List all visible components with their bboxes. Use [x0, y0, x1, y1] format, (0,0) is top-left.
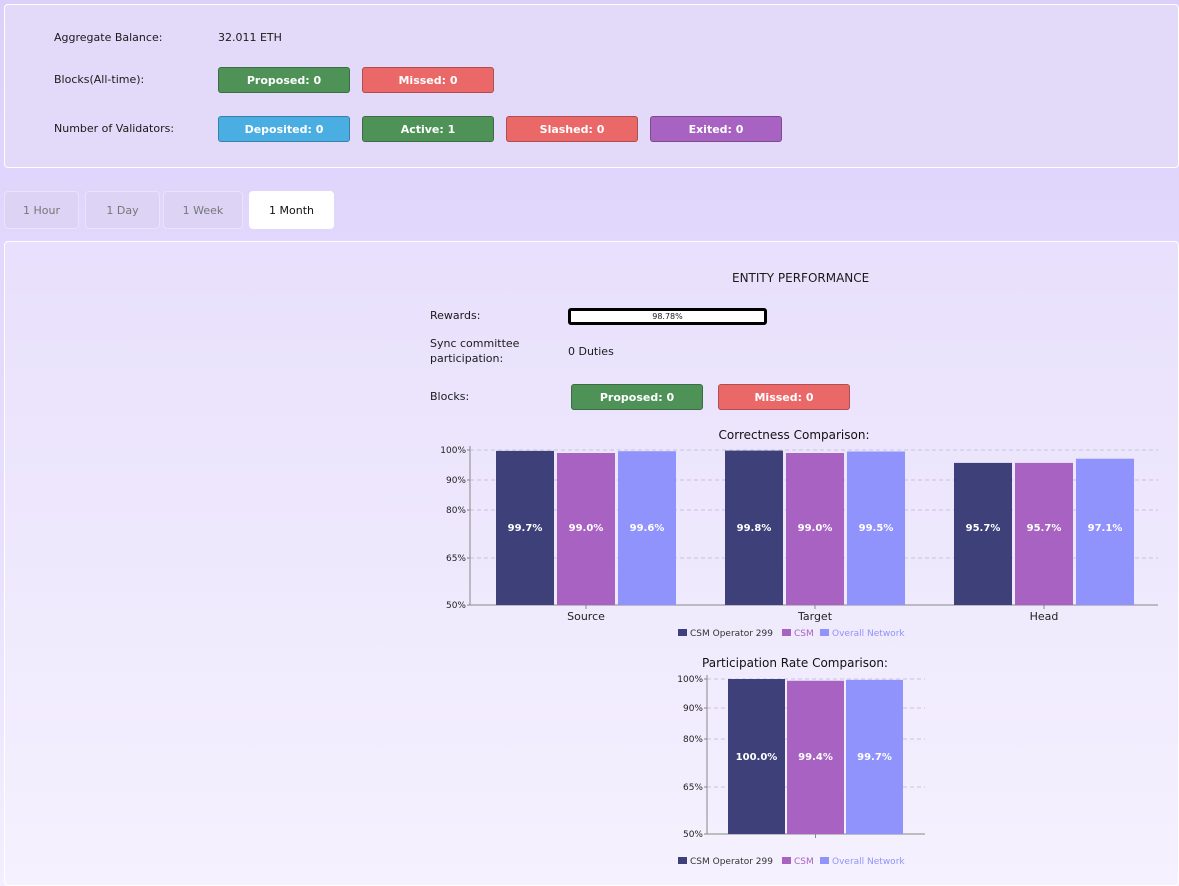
y-tick-label: 50% [683, 830, 703, 840]
performance-proposed-badge[interactable]: Proposed: 0 [571, 384, 703, 410]
bar-data-label: 100.0% [736, 752, 778, 763]
exited-badge[interactable]: Exited: 0 [650, 116, 782, 142]
bar [496, 450, 554, 605]
blocks-label: Blocks: [430, 390, 470, 403]
bar-data-label: 95.7% [1027, 523, 1062, 534]
chart-title: Participation Rate Comparison: [702, 656, 888, 670]
legend-entry: CSM Operator 299 [690, 857, 773, 867]
y-tick-label: 90% [683, 704, 703, 714]
chart-title: Correctness Comparison: [719, 428, 870, 442]
bar [847, 451, 905, 605]
tab-1-day[interactable]: 1 Day [85, 191, 160, 229]
rewards-label: Rewards: [430, 309, 481, 322]
bar-data-label: 99.0% [569, 523, 604, 534]
y-tick-label: 50% [446, 601, 466, 611]
entity-performance-title: ENTITY PERFORMANCE [732, 271, 870, 285]
legend-entry: CSM [794, 629, 814, 639]
y-tick-label: 65% [683, 783, 703, 793]
slashed-badge[interactable]: Slashed: 0 [506, 116, 638, 142]
legend-swatch [820, 629, 829, 636]
tab-1-hour[interactable]: 1 Hour [4, 191, 79, 229]
bar [725, 450, 783, 605]
rewards-progress-fill [571, 311, 762, 322]
y-tick-label: 90% [446, 476, 466, 486]
aggregate-balance-label: Aggregate Balance: [54, 31, 163, 44]
y-tick-label: 100% [677, 675, 703, 685]
bar-data-label: 97.1% [1088, 523, 1123, 534]
legend-entry: Overall Network [832, 629, 905, 639]
bar-data-label: 99.6% [630, 523, 665, 534]
bar [557, 453, 615, 605]
legend-entry: CSM Operator 299 [690, 629, 773, 639]
bar [954, 462, 1012, 605]
performance-missed-badge[interactable]: Missed: 0 [718, 384, 850, 410]
bar [787, 680, 844, 834]
rewards-progress-text: 98.78% [652, 312, 683, 321]
legend-swatch [782, 629, 791, 636]
legend-entry: Overall Network [832, 857, 905, 867]
aggregate-balance-value: 32.011 ETH [218, 31, 282, 44]
deposited-badge[interactable]: Deposited: 0 [218, 116, 350, 142]
x-category-label: Target [797, 610, 833, 623]
sync-committee-value: 0 Duties [568, 345, 614, 358]
summary-proposed-badge[interactable]: Proposed: 0 [218, 67, 350, 93]
bar [1076, 458, 1134, 605]
tab-1-month[interactable]: 1 Month [249, 191, 334, 229]
tab-1-week[interactable]: 1 Week [163, 191, 243, 229]
bar [1015, 462, 1073, 605]
legend-swatch [782, 857, 791, 864]
legend-swatch [678, 629, 687, 636]
bar [618, 451, 676, 605]
bar [846, 679, 903, 834]
x-category-label: Head [1030, 610, 1059, 623]
x-category-label: Source [567, 610, 605, 623]
bar-data-label: 99.4% [798, 752, 833, 763]
y-tick-label: 80% [446, 506, 466, 516]
sync-committee-label-line2: participation: [430, 352, 504, 365]
blocks-alltime-label: Blocks(All-time): [54, 73, 145, 86]
validators-label: Number of Validators: [54, 122, 175, 135]
bar [786, 453, 844, 605]
bar-data-label: 99.5% [859, 523, 894, 534]
bar-data-label: 99.7% [508, 523, 543, 534]
bar [728, 679, 785, 834]
rewards-progress-bar: 98.78% [568, 308, 767, 325]
bar-data-label: 99.0% [798, 523, 833, 534]
sync-committee-label-line1: Sync committee [430, 337, 520, 350]
bar-data-label: 99.7% [857, 752, 892, 763]
legend-swatch [678, 857, 687, 864]
y-tick-label: 80% [683, 735, 703, 745]
active-badge[interactable]: Active: 1 [362, 116, 494, 142]
summary-missed-badge[interactable]: Missed: 0 [362, 67, 494, 93]
bar-data-label: 99.8% [737, 523, 772, 534]
bar-data-label: 95.7% [966, 523, 1001, 534]
y-tick-label: 65% [446, 554, 466, 564]
legend-swatch [820, 857, 829, 864]
legend-entry: CSM [794, 857, 814, 867]
y-tick-label: 100% [440, 446, 466, 456]
